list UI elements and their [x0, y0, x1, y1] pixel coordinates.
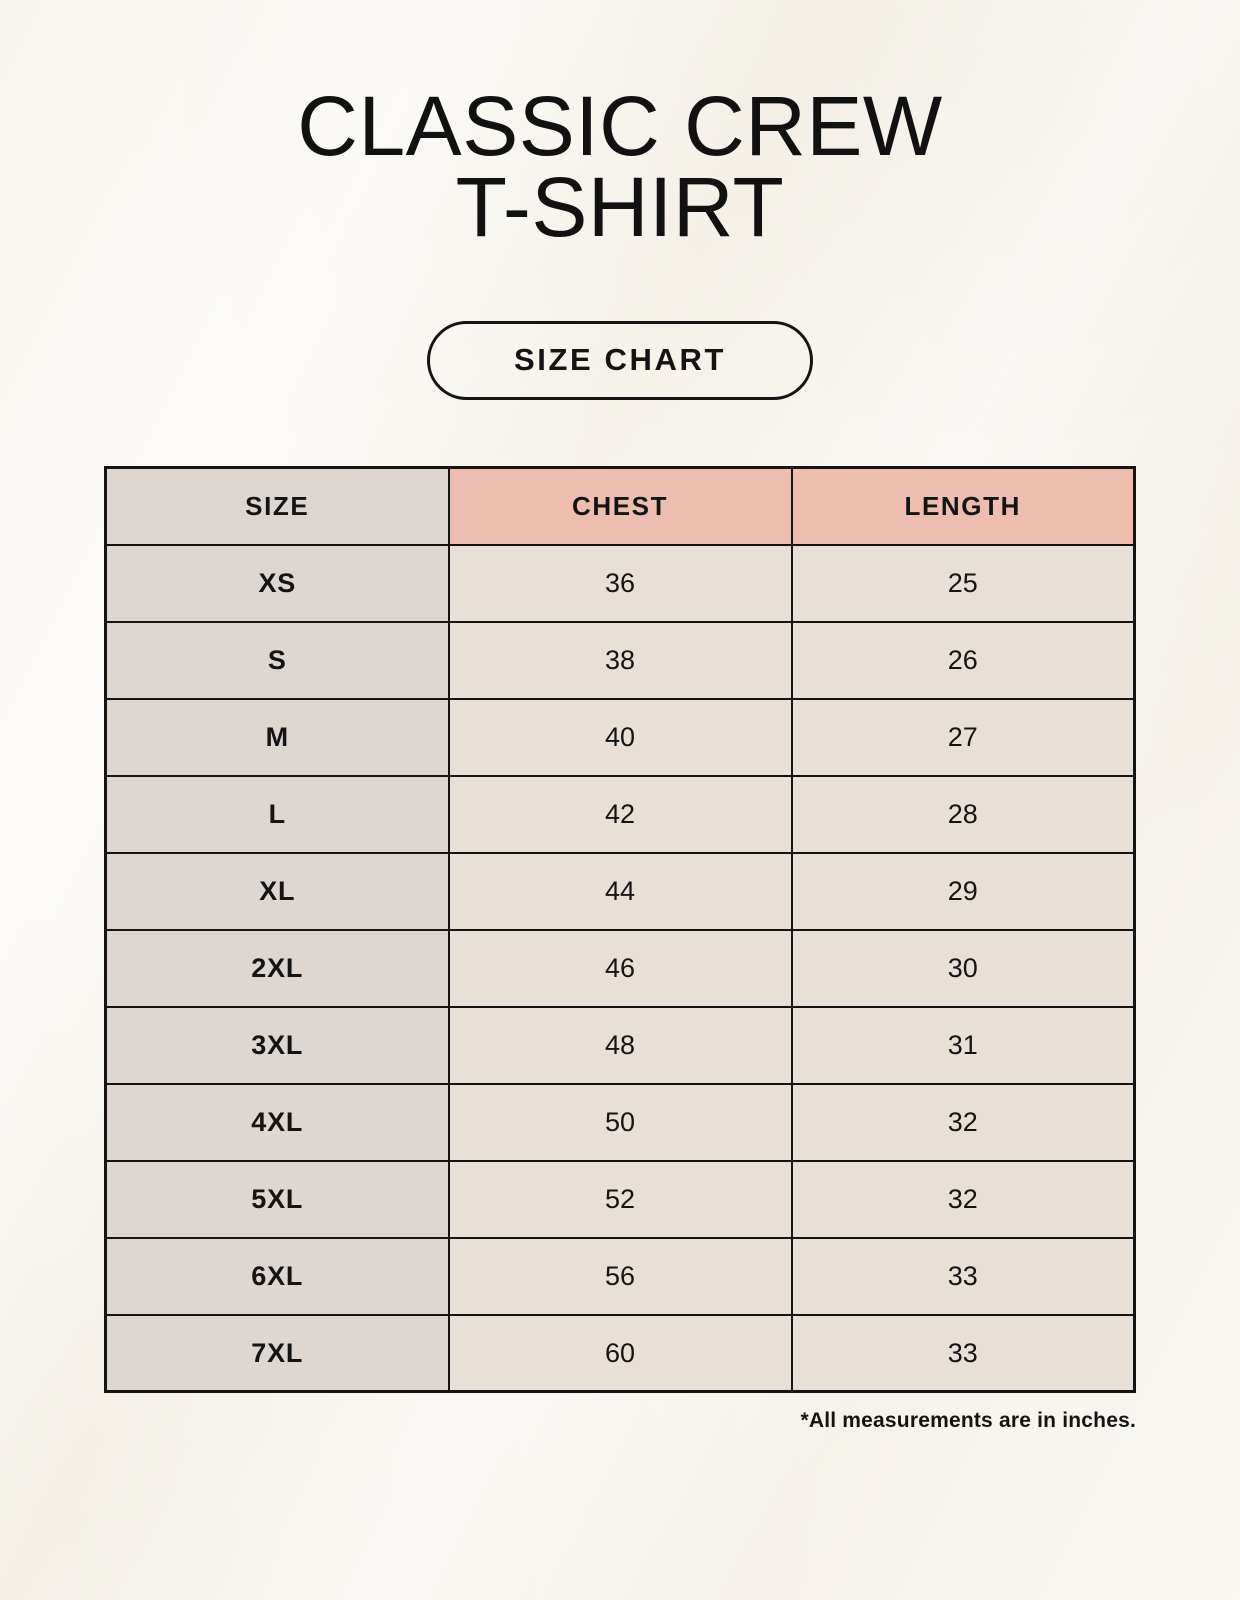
- cell-size: 4XL: [104, 1082, 450, 1162]
- table-row: XS 36 25: [104, 543, 1136, 623]
- table-row: XL 44 29: [104, 851, 1136, 931]
- cell-chest: 56: [447, 1236, 793, 1316]
- cell-size: XL: [104, 851, 450, 931]
- size-table-container: SIZE CHEST LENGTH XS 36 25 S 38 26 M 40 27 L 42 28 X…: [104, 466, 1136, 1394]
- cell-size: 6XL: [104, 1236, 450, 1316]
- cell-size: 3XL: [104, 1005, 450, 1085]
- cell-chest: 42: [447, 774, 793, 854]
- size-chart-table: SIZE CHEST LENGTH XS 36 25 S 38 26 M 40 27 L 42 28 X…: [104, 466, 1136, 1394]
- table-row: 2XL 46 30: [104, 928, 1136, 1008]
- size-chart-badge[interactable]: SIZE CHART: [427, 321, 813, 401]
- table-row: 7XL 60 33: [104, 1313, 1136, 1393]
- table-row: M 40 27: [104, 697, 1136, 777]
- table-row: 5XL 52 32: [104, 1159, 1136, 1239]
- cell-length: 33: [790, 1313, 1136, 1393]
- cell-chest: 38: [447, 620, 793, 700]
- table-row: 6XL 56 33: [104, 1236, 1136, 1316]
- cell-size: XS: [104, 543, 450, 623]
- cell-chest: 50: [447, 1082, 793, 1162]
- cell-length: 32: [790, 1159, 1136, 1239]
- column-header-length: LENGTH: [790, 466, 1136, 546]
- table-header: SIZE CHEST LENGTH: [104, 466, 1136, 546]
- table-body: XS 36 25 S 38 26 M 40 27 L 42 28 XL 44 29 2XL 46 30 3XL 48 3…: [104, 543, 1136, 1393]
- cell-chest: 52: [447, 1159, 793, 1239]
- cell-chest: 36: [447, 543, 793, 623]
- cell-size: M: [104, 697, 450, 777]
- cell-length: 29: [790, 851, 1136, 931]
- cell-length: 26: [790, 620, 1136, 700]
- cell-length: 27: [790, 697, 1136, 777]
- page-title: CLASSIC CREW T-SHIRT: [297, 79, 943, 254]
- table-header-row: SIZE CHEST LENGTH: [104, 466, 1136, 546]
- measurement-footnote: *All measurements are in inches.: [800, 1409, 1136, 1433]
- cell-size: 5XL: [104, 1159, 450, 1239]
- table-row: L 42 28: [104, 774, 1136, 854]
- column-header-chest: CHEST: [447, 466, 793, 546]
- cell-length: 30: [790, 928, 1136, 1008]
- column-header-size: SIZE: [104, 466, 450, 546]
- cell-chest: 44: [447, 851, 793, 931]
- cell-size: S: [104, 620, 450, 700]
- table-row: 4XL 50 32: [104, 1082, 1136, 1162]
- cell-length: 31: [790, 1005, 1136, 1085]
- cell-chest: 48: [447, 1005, 793, 1085]
- cell-chest: 60: [447, 1313, 793, 1393]
- table-row: S 38 26: [104, 620, 1136, 700]
- cell-length: 33: [790, 1236, 1136, 1316]
- cell-length: 32: [790, 1082, 1136, 1162]
- badge-container: SIZE CHART: [0, 321, 1240, 401]
- cell-length: 28: [790, 774, 1136, 854]
- cell-chest: 40: [447, 697, 793, 777]
- cell-size: 7XL: [104, 1313, 450, 1393]
- cell-size: L: [104, 774, 450, 854]
- cell-length: 25: [790, 543, 1136, 623]
- cell-chest: 46: [447, 928, 793, 1008]
- table-row: 3XL 48 31: [104, 1005, 1136, 1085]
- cell-size: 2XL: [104, 928, 450, 1008]
